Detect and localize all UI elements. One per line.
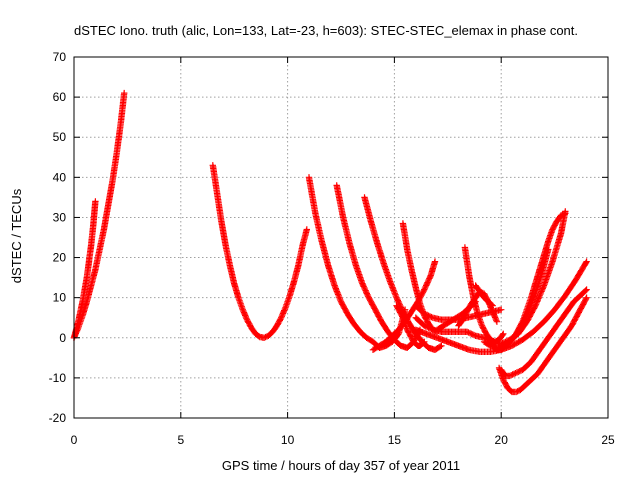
x-tick-label: 25 (601, 433, 615, 447)
plus-marker-series (412, 208, 569, 347)
data-points (70, 89, 590, 396)
x-tick-label: 5 (177, 433, 184, 447)
data-series-10 (412, 208, 569, 347)
grid-lines (74, 57, 608, 418)
plus-marker-series (433, 298, 479, 333)
plus-marker-series (498, 286, 590, 380)
y-tick-label: 0 (59, 331, 66, 345)
plus-marker-series (480, 246, 552, 351)
y-tick-label: 10 (53, 291, 67, 305)
data-series-3 (209, 162, 310, 341)
y-tick-label: -20 (49, 411, 67, 425)
chart-title: dSTEC Iono. truth (alic, Lon=133, Lat=-2… (74, 23, 578, 38)
plot-frame (73, 56, 609, 419)
data-series-12 (495, 294, 590, 396)
x-tick-label: 20 (495, 433, 509, 447)
plus-marker-series (393, 302, 428, 349)
y-tick-label: -10 (49, 371, 67, 385)
y-tick-label: 20 (53, 251, 67, 265)
x-tick-label: 10 (281, 433, 295, 447)
y-tick-label: 70 (53, 50, 67, 64)
data-series-8 (369, 258, 439, 353)
data-series-19 (433, 298, 479, 333)
x-tick-label: 0 (71, 433, 78, 447)
x-axis-title: GPS time / hours of day 357 of year 2011 (222, 458, 460, 473)
data-series-15 (480, 246, 552, 351)
plus-marker-series (209, 162, 310, 341)
plus-marker-series (472, 282, 496, 309)
axis-ticks: 0 5 10 15 20 25 -20 -10 0 10 20 30 40 50 60 70 (49, 50, 615, 447)
y-tick-label: 60 (53, 90, 67, 104)
y-tick-label: 30 (53, 210, 67, 224)
plus-marker-series (369, 258, 439, 353)
y-tick-label: 40 (53, 170, 67, 184)
x-tick-label: 15 (388, 433, 402, 447)
data-series-20 (472, 282, 496, 309)
data-series-13 (498, 286, 590, 380)
data-series-18 (393, 302, 428, 349)
y-tick-label: 50 (53, 130, 67, 144)
plus-marker-series (495, 294, 590, 396)
y-axis-title: dSTEC / TECUs (9, 188, 24, 283)
